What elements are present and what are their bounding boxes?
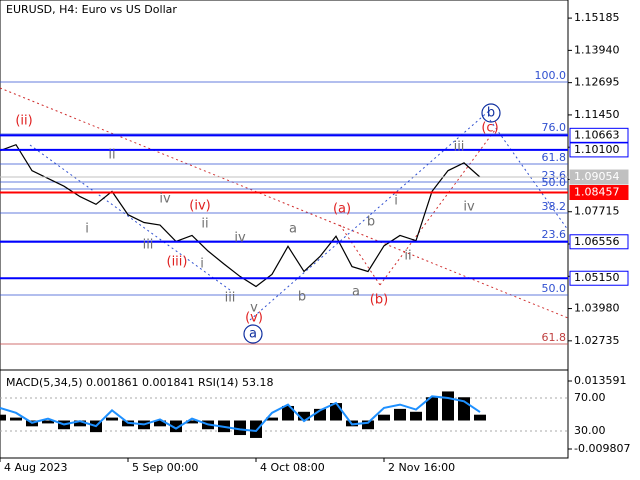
wave-label: (b) [370,293,388,308]
wave-label: ii [201,217,208,232]
macd-bar [426,397,438,421]
macd-bar [362,420,374,430]
fib-label: 38.2 [542,200,567,213]
wave-label: iv [463,200,475,215]
wave-label: iv [234,231,246,246]
projection-line [379,129,496,286]
channel-line [29,144,231,291]
macd-bar [282,405,294,421]
macd-bar [266,417,278,421]
macd-bar [170,420,182,433]
wave-label: ii [108,148,115,163]
wave-label: i [200,257,204,272]
wave-label: a [249,327,257,342]
macd-bar [410,411,422,421]
x-tick-label: 5 Sep 00:00 [132,461,198,474]
wave-label: i [394,194,398,209]
macd-bar [42,420,54,424]
x-tick-label: 4 Oct 08:00 [260,461,325,474]
y-tick-label: 0.013591 [574,374,627,387]
y2-tick-label: 30.00 [574,424,606,437]
x-tick-label: 2 Nov 16:00 [388,461,455,474]
fib-label: 100.0 [535,69,567,82]
price-level-box [569,185,629,201]
price-level-label: 1.05150 [574,271,620,284]
wave-label: a [352,285,360,300]
macd-bar [186,420,198,424]
wave-label: b [487,106,495,121]
price-level-box [569,169,629,185]
wave-label: iii [225,291,236,306]
macd-bar [250,420,262,438]
macd-bar [154,420,166,427]
wave-label: (v) [245,311,263,326]
y-tick-label: 1.11450 [574,108,620,121]
wave-label: b [367,215,375,230]
channel-line [249,109,491,321]
price-line [0,143,481,288]
macd-bar [314,408,326,421]
wave-label: (iii) [167,255,188,270]
wave-label: v [250,301,258,316]
macd-bar [0,414,6,421]
macd-bar [474,414,486,421]
wave-label: iii [143,238,154,253]
fib-label: 23.6 [542,228,567,241]
macd-bar [106,417,118,421]
wave-label: ii [404,249,411,264]
price-level-label: 1.10100 [574,143,620,156]
wave-label: (c) [481,121,498,136]
macd-bar [234,420,246,436]
price-level-box [569,142,629,158]
rsi-line [0,395,481,433]
fib-label: 76.0 [542,121,567,134]
wave-label: iii [454,140,465,155]
wave-label: iv [159,192,171,207]
wave-circle [481,103,501,123]
y-tick-label: 1.15185 [574,11,620,24]
y-tick-label: 1.03980 [574,302,620,315]
indicator-title: MACD(5,34,5) 0.001861 0.001841 RSI(14) 5… [6,376,273,389]
wave-label: (a) [333,202,351,217]
fib-label: 61.8 [542,151,567,164]
macd-bar [74,420,86,427]
trend-line [0,87,569,319]
y-tick-label: 1.02735 [574,334,620,347]
price-level-label: 1.09054 [574,170,620,183]
projection-line [339,224,381,286]
fib-label: 61.8 [542,331,567,344]
price-level-box [569,127,629,143]
macd-bar [378,414,390,421]
price-level-label: 1.10663 [574,128,620,141]
y-tick-label: -0.009807 [574,442,630,455]
fib-label: 50.0 [542,176,567,189]
macd-bar [10,417,22,421]
y2-tick-label: 70.00 [574,391,606,404]
y-tick-label: 1.07715 [574,205,620,218]
y-tick-label: 1.13940 [574,43,620,56]
wave-label: (iv) [189,199,210,214]
wave-circle [243,324,263,344]
price-level-box [569,270,629,286]
price-level-label: 1.08457 [574,186,620,199]
macd-bar [442,391,454,421]
macd-bar [298,411,310,421]
price-level-box [569,234,629,250]
wave-label: b [298,290,306,305]
wave-label: a [289,222,297,237]
price-level-label: 1.06556 [574,235,620,248]
fib-label: 50.0 [542,282,567,295]
x-tick-label: 4 Aug 2023 [4,461,67,474]
macd-bar [394,408,406,421]
y-tick-label: 1.12695 [574,76,620,89]
fib-label: 23.6 [542,169,567,182]
plot-frame [0,0,569,459]
chart-title: EURUSD, H4: Euro vs US Dollar [6,3,177,16]
wave-label: i [85,222,89,237]
wave-label: (ii) [15,114,32,129]
